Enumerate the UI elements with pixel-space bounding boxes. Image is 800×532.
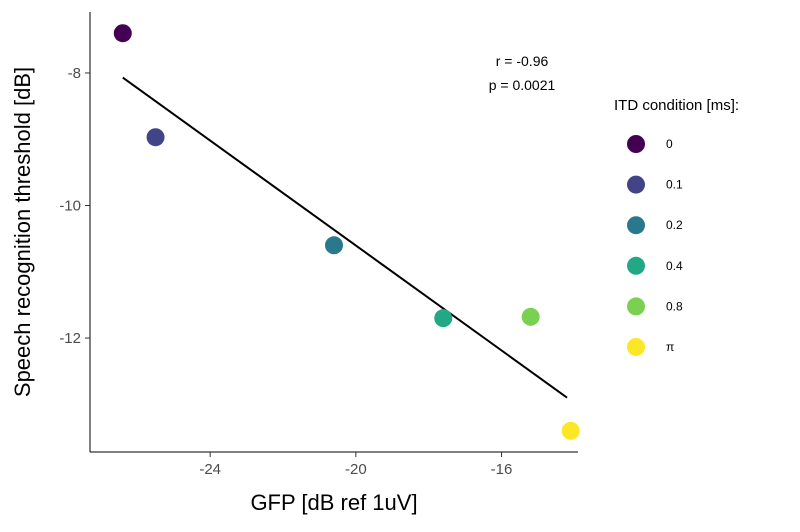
data-point [561, 421, 580, 440]
x-ticks: -24 -20 -16 [199, 452, 512, 478]
y-tick-label: -10 [59, 197, 81, 214]
data-points [113, 24, 580, 440]
x-tick-label: -24 [199, 461, 221, 478]
legend-key [627, 216, 645, 235]
data-point [113, 24, 132, 43]
legend-label: 0.4 [666, 259, 683, 273]
legend-key [627, 338, 645, 356]
correlation-r-label: r = -0.96 [496, 53, 549, 69]
data-point [521, 307, 540, 326]
data-point [434, 309, 453, 328]
correlation-p-label: p = 0.0021 [489, 77, 556, 93]
y-tick-label: -12 [59, 330, 81, 347]
y-ticks: -8 -10 -12 [59, 65, 90, 347]
legend-label: π [666, 340, 674, 354]
legend-key [627, 297, 645, 316]
data-point [325, 236, 343, 255]
data-point [146, 128, 165, 147]
legend: ITD condition [ms]: 0 0.1 0.2 0.4 0.8 π [614, 97, 739, 356]
legend-key [627, 175, 645, 194]
regression-line [122, 76, 568, 399]
legend-title: ITD condition [ms]: [614, 97, 739, 114]
legend-label: 0.8 [666, 299, 683, 313]
y-axis-title: Speech recognition threshold [dB] [10, 67, 35, 397]
legend-key [627, 256, 645, 275]
legend-label: 0 [666, 137, 673, 151]
legend-label: 0.2 [666, 218, 683, 232]
legend-label: 0.1 [666, 178, 683, 192]
x-axis-title: GFP [dB ref 1uV] [250, 490, 417, 515]
legend-key [627, 135, 645, 153]
x-tick-label: -16 [491, 461, 513, 478]
y-tick-label: -8 [68, 65, 81, 82]
x-tick-label: -20 [345, 461, 367, 478]
